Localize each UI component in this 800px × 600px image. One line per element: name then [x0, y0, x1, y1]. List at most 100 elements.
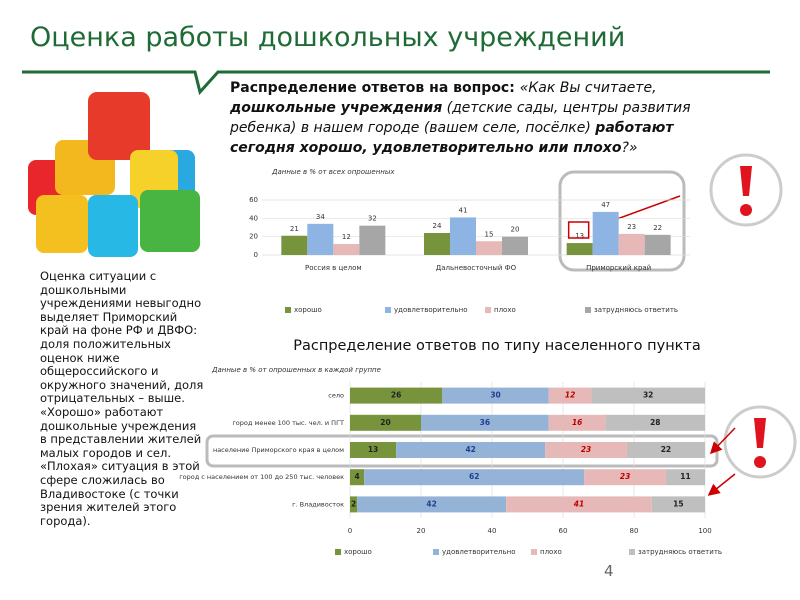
value-label: 20	[380, 418, 390, 427]
bar-segment	[421, 414, 549, 431]
question-part: ?»	[621, 140, 638, 156]
page-number: 4	[604, 562, 614, 580]
value-label: 15	[485, 230, 494, 238]
bar-segment	[442, 387, 549, 404]
commentary-paragraph: «Хорошо» работают дошкольные учреждения …	[40, 404, 202, 460]
value-label: 24	[433, 222, 442, 230]
chart-title: Распределение ответов по типу населенног…	[293, 338, 701, 354]
bar	[450, 217, 476, 255]
value-label: 12	[565, 391, 575, 400]
value-label: 13	[575, 232, 584, 240]
slide-title: Оценка работы дошкольных учреждений	[30, 22, 626, 53]
x-tick-label: 80	[630, 527, 639, 535]
x-tick-label: Россия в целом	[305, 264, 362, 272]
value-label: 62	[469, 472, 479, 481]
bar	[281, 235, 308, 255]
bar	[307, 223, 334, 255]
bar-segment	[605, 414, 705, 431]
commentary-paragraph: «Плохая» ситуация в этой сфере сложилась…	[40, 459, 200, 528]
bar-segment	[350, 469, 365, 486]
legend-label: удовлетворительно	[442, 548, 516, 556]
bar-segment	[545, 442, 627, 458]
legend-swatch	[629, 549, 635, 555]
value-label: 41	[459, 206, 468, 214]
value-label: 23	[620, 472, 630, 481]
bar-segment	[584, 469, 666, 486]
x-tick-label: 40	[488, 527, 497, 535]
y-tick-label: 60	[249, 196, 258, 204]
bar-segment	[665, 469, 705, 486]
bar-segment	[626, 442, 705, 458]
bar	[502, 236, 528, 255]
commentary-paragraph: Оценка ситуации с дошкольными учреждения…	[40, 269, 204, 406]
value-label: 23	[627, 223, 636, 231]
bar	[618, 233, 645, 255]
y-tick-label: город с населением от 100 до 250 тыс. че…	[179, 473, 344, 481]
value-label: 20	[511, 226, 520, 234]
x-tick-label: 20	[417, 527, 426, 535]
x-tick-label: 100	[698, 527, 711, 535]
commentary: Оценка ситуации с дошкольными учреждения…	[40, 269, 205, 528]
bar	[424, 233, 450, 255]
header-rule	[22, 70, 770, 96]
arrow	[709, 427, 736, 455]
question-part: работают сегодня хорошо, удовлетворитель…	[230, 120, 674, 156]
bar-segment	[357, 496, 507, 513]
bar-segment	[350, 414, 421, 431]
bar-segment	[350, 496, 358, 513]
legend-label: удовлетворительно	[394, 306, 468, 314]
arrow	[707, 473, 736, 496]
value-label: 23	[581, 445, 591, 454]
question-part: «Как Вы считаете,	[519, 80, 657, 96]
bar	[566, 243, 593, 255]
value-label: 26	[391, 391, 401, 400]
bar-segment	[651, 496, 705, 513]
bar-segment	[350, 442, 397, 458]
value-label: 42	[465, 445, 475, 454]
x-tick-label: 0	[348, 527, 352, 535]
legend-swatch	[531, 549, 537, 555]
bar	[359, 225, 386, 255]
y-tick-label: село	[328, 392, 344, 400]
legend-label: хорошо	[294, 306, 322, 314]
value-label: 13	[368, 445, 378, 454]
bar-segment	[548, 387, 592, 404]
value-label: 15	[673, 499, 683, 508]
legend-swatch	[335, 549, 341, 555]
bar-segment	[548, 414, 606, 431]
bar	[476, 241, 502, 255]
value-label: 12	[342, 233, 351, 241]
bar-segment	[591, 387, 705, 404]
bar-segment	[506, 496, 652, 513]
value-label: 42	[426, 499, 436, 508]
value-label: 21	[290, 225, 299, 233]
y-tick-label: 20	[249, 233, 258, 241]
bar-segment	[364, 469, 585, 486]
value-label: 32	[368, 215, 377, 223]
x-tick-label: 60	[559, 527, 568, 535]
value-label: 2	[351, 499, 356, 508]
y-tick-label: 40	[249, 214, 258, 222]
value-label: 36	[480, 418, 490, 427]
value-label: 28	[650, 418, 660, 427]
x-tick-label: Дальневосточный ФО	[436, 264, 517, 272]
value-label: 47	[601, 201, 610, 209]
legend-label: затрудняюсь ответить	[638, 548, 722, 556]
bar	[644, 234, 671, 255]
value-label: 16	[572, 418, 582, 427]
question-part: дошкольные учреждения	[230, 100, 443, 116]
bar	[592, 211, 619, 255]
value-label: 41	[574, 499, 584, 508]
x-tick-label: Приморский край	[586, 264, 651, 272]
legend-swatch	[385, 307, 391, 313]
value-label: 4	[354, 472, 359, 481]
value-label: 30	[490, 391, 500, 400]
chart-subtitle: Данные в % от опрошенных в каждой группе	[211, 366, 381, 374]
y-tick-label: г. Владивосток	[292, 500, 344, 508]
value-label: 32	[643, 391, 653, 400]
chart-subtitle: Данные в % от всех опрошенных	[271, 168, 395, 176]
bar-segment	[396, 442, 546, 458]
y-tick-label: население Приморского края в целом	[213, 446, 344, 454]
